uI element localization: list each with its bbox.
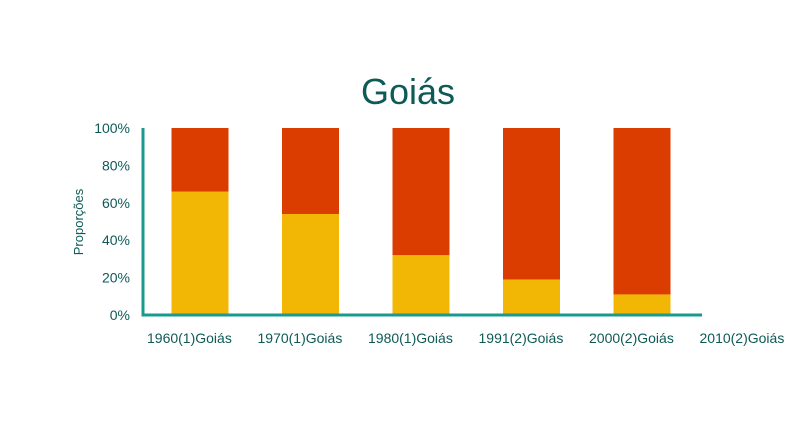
x-category-label: 1960(1)Goiás xyxy=(147,330,232,346)
bar-segment-2-cat-1 xyxy=(171,128,229,192)
bar-segment-1-cat-3 xyxy=(392,255,450,315)
bars-layer xyxy=(171,128,671,315)
chart-title: Goiás xyxy=(361,71,455,112)
y-tick-label: 40% xyxy=(102,232,130,248)
y-tick-label: 100% xyxy=(94,120,130,136)
x-category-label: 1970(1)Goiás xyxy=(258,330,343,346)
y-tick-label: 80% xyxy=(102,157,130,173)
y-tick-label: 60% xyxy=(102,195,130,211)
bar-segment-2-cat-2 xyxy=(282,128,339,215)
bar-segment-2-cat-4 xyxy=(503,128,560,280)
bar-segment-1-cat-2 xyxy=(282,214,339,315)
axis-layer xyxy=(141,128,702,317)
x-category-label: 2000(2)Goiás xyxy=(589,330,674,346)
bar-segment-2-cat-3 xyxy=(392,128,450,256)
y-axis-title: Proporções xyxy=(71,188,86,255)
bar-segment-1-cat-5 xyxy=(613,294,671,315)
y-tick-label: 20% xyxy=(102,270,130,286)
x-category-label: 1991(2)Goiás xyxy=(479,330,564,346)
x-category-label: 1980(1)Goiás xyxy=(368,330,453,346)
bar-segment-1-cat-1 xyxy=(171,191,229,315)
y-tick-label: 0% xyxy=(110,307,130,323)
labels-layer: 0% 20% 40% 60% 80% 100% 1960(1)Goiás 1970(1)Goi… xyxy=(94,120,784,346)
bar-segment-2-cat-5 xyxy=(613,128,671,295)
x-category-label: 2010(2)Goiás xyxy=(700,330,785,346)
bar-segment-1-cat-4 xyxy=(503,279,560,315)
